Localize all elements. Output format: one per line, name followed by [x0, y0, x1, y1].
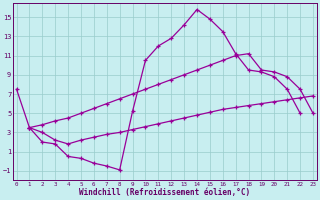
X-axis label: Windchill (Refroidissement éolien,°C): Windchill (Refroidissement éolien,°C) [79, 188, 250, 197]
